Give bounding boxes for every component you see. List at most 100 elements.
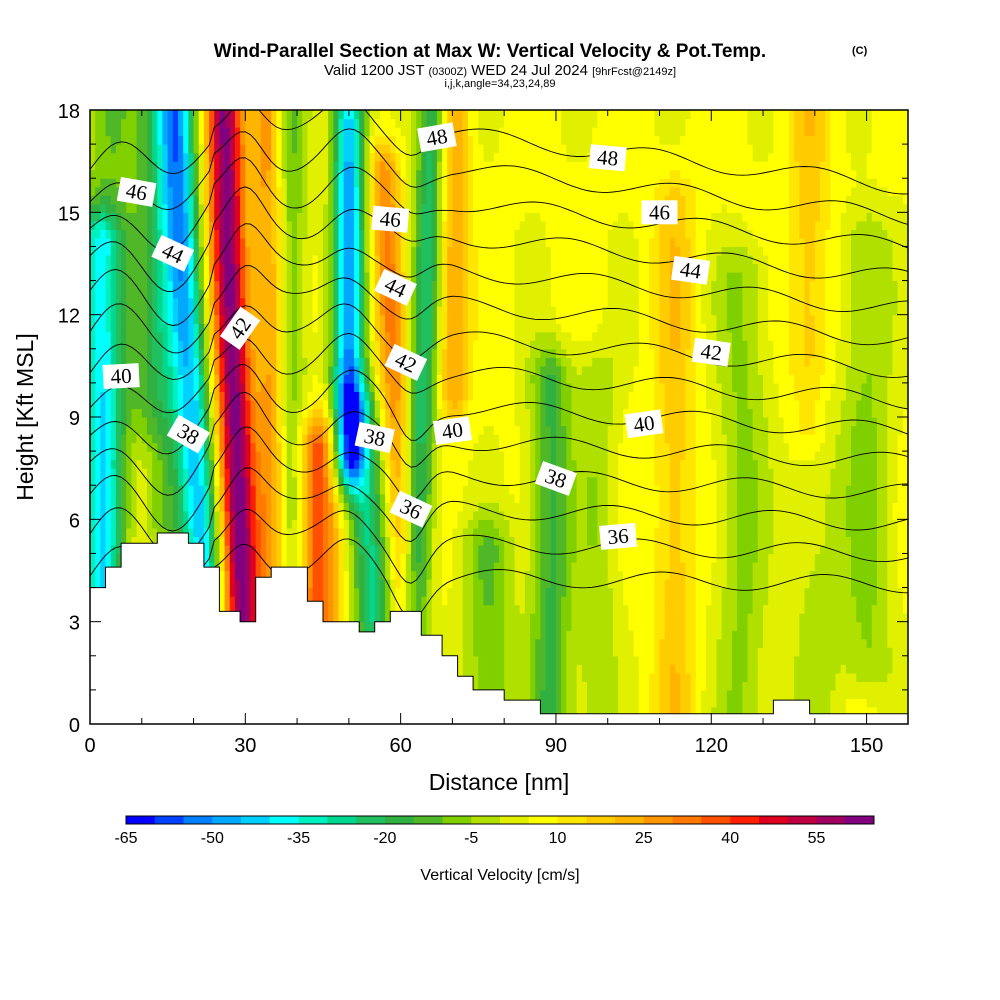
velocity-cell [105,246,112,256]
velocity-cell [203,544,210,555]
velocity-cell [436,553,443,563]
valid-time-line: Valid 1200 JST (0300Z) WED 24 Jul 2024 [… [324,62,676,79]
velocity-cell [307,289,314,299]
velocity-cell [348,272,355,282]
velocity-cell [307,442,314,452]
velocity-cell [126,127,133,137]
velocity-cell [302,314,309,324]
velocity-cell [126,510,133,520]
velocity-cell [105,417,112,427]
velocity-cell [115,118,122,128]
velocity-cell [105,527,112,537]
velocity-cell [431,365,438,375]
velocity-cell [302,485,309,495]
velocity-cell [426,519,433,529]
velocity-cell [224,365,231,375]
velocity-cell [343,365,350,375]
velocity-cell [343,442,350,452]
velocity-cell [436,186,443,196]
velocity-cell [198,152,205,162]
velocity-cell [400,127,407,137]
velocity-cell [105,135,112,145]
velocity-cell [266,527,272,537]
velocity-cell [317,340,324,350]
velocity-cell [400,263,407,273]
velocity-cell [385,323,391,333]
velocity-cell [281,434,288,444]
velocity-cell [354,152,360,162]
velocity-cell [178,280,184,290]
velocity-cell [126,289,133,299]
velocity-cell [322,587,329,597]
velocity-cell [245,604,252,614]
velocity-cell [203,348,210,358]
velocity-cell [317,297,324,307]
velocity-cell [245,544,252,555]
velocity-cell [90,459,96,469]
velocity-cell [364,382,371,393]
velocity-cell [240,254,246,265]
velocity-cell [136,280,143,290]
velocity-cell [390,459,397,469]
velocity-cell [374,178,381,188]
velocity-cell [317,493,324,503]
velocity-cell [193,331,200,341]
velocity-cell [126,425,133,435]
velocity-cell [302,280,309,290]
velocity-cell [302,357,309,367]
velocity-cell [286,553,293,563]
velocity-cell [183,237,189,248]
velocity-cell [167,289,174,299]
velocity-cell [317,246,324,256]
velocity-cell [115,127,122,137]
velocity-cell [178,485,184,495]
velocity-cell [240,272,246,282]
velocity-cell [307,468,314,478]
velocity-cell [385,451,391,461]
velocity-cell [126,169,133,179]
velocity-cell [374,263,381,273]
velocity-cell [110,254,117,265]
velocity-cell [172,178,179,188]
velocity-cell [364,254,371,265]
velocity-cell [266,144,272,154]
velocity-cell [286,357,293,367]
velocity-cell [333,596,340,606]
velocity-cell [312,459,319,469]
velocity-cell [209,263,215,273]
velocity-cell [90,212,96,222]
velocity-cell [209,459,215,469]
velocity-cell [354,476,360,486]
velocity-cell [281,203,288,213]
velocity-cell [328,570,334,580]
velocity-cell [245,425,252,435]
velocity-cell [110,212,117,222]
velocity-cell [167,203,174,213]
velocity-cell [105,203,112,213]
velocity-cell [229,425,236,435]
velocity-cell [214,476,221,486]
velocity-cell [255,280,262,290]
velocity-cell [297,451,303,461]
velocity-cell [338,331,345,341]
velocity-cell [333,579,340,589]
velocity-cell [172,502,179,512]
velocity-cell [167,263,174,273]
velocity-cell [447,638,454,648]
velocity-cell [136,331,143,341]
velocity-cell [214,127,221,137]
velocity-cell [193,178,200,188]
velocity-cell [115,357,122,367]
velocity-cell [136,391,143,401]
velocity-cell [105,161,112,171]
velocity-cell [209,527,215,537]
velocity-cell [385,331,391,341]
velocity-cell [338,468,345,478]
velocity-cell [229,280,236,290]
velocity-cell [209,485,215,495]
velocity-cell [312,229,319,239]
velocity-cell [100,186,107,196]
velocity-cell [374,297,381,307]
velocity-cell [224,169,231,179]
velocity-cell [240,561,246,572]
